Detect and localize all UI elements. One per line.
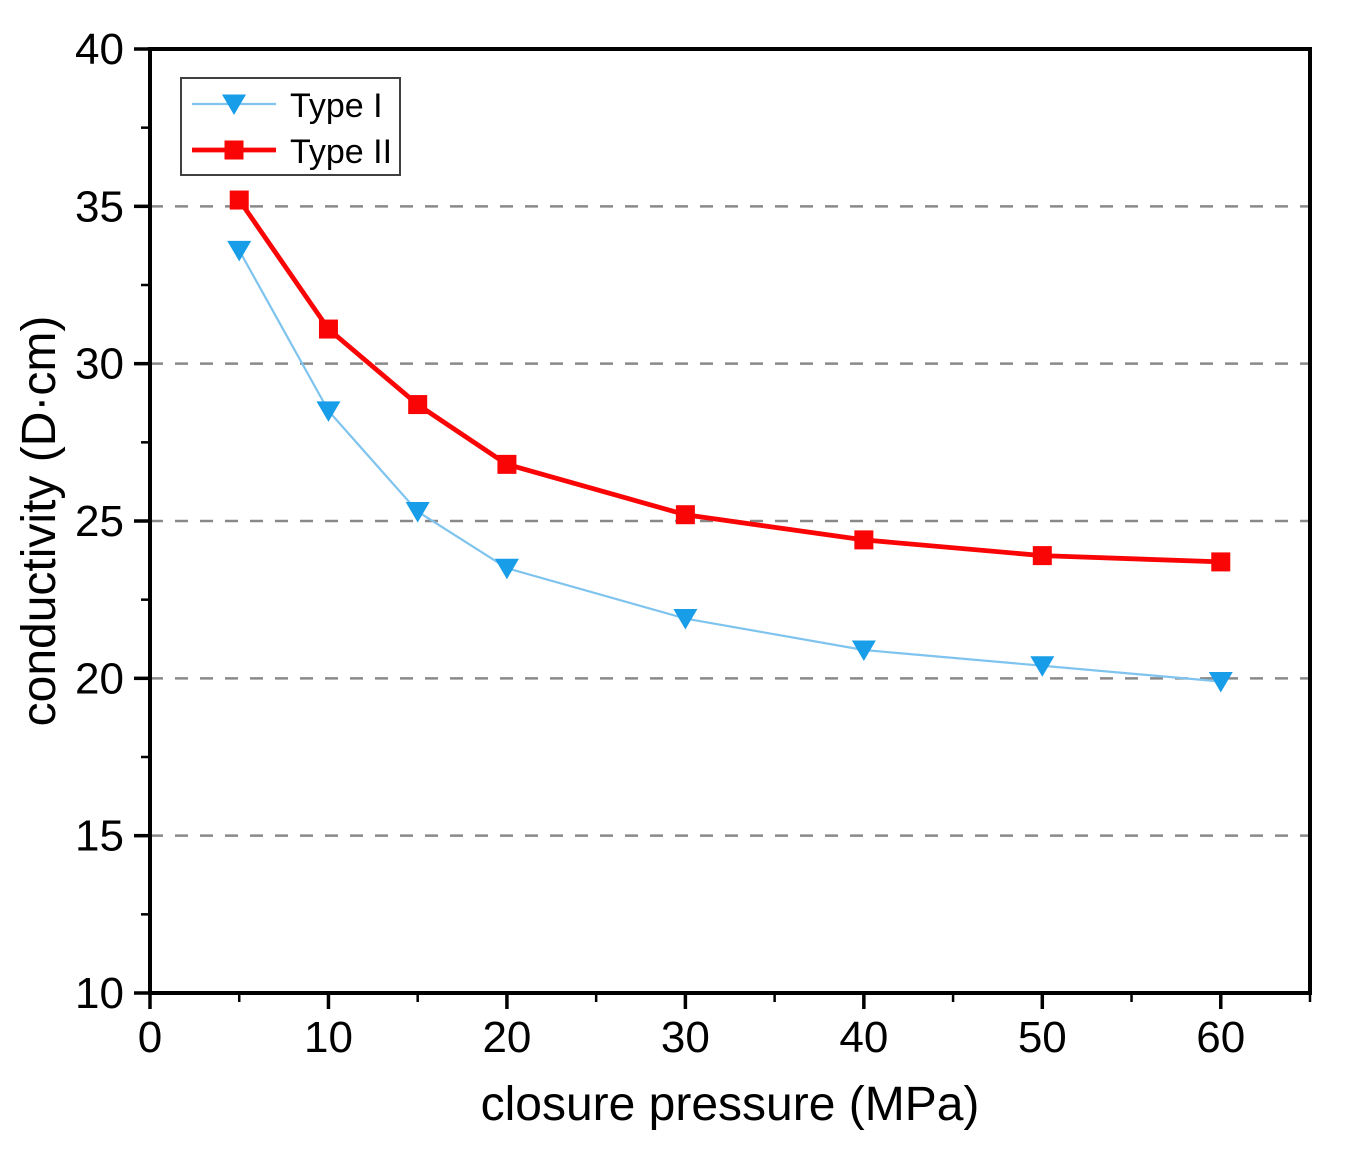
axis-ticks xyxy=(134,47,1312,1009)
legend-marker-sample-2 xyxy=(224,140,244,160)
y-tick-label-15: 15 xyxy=(75,812,124,861)
series-line-2 xyxy=(237,198,1221,565)
axis-tick-labels: 0 10 20 30 40 50 60 10 15 20 25 30 35 40 xyxy=(75,25,1245,1062)
data-point-type-ii-40 xyxy=(854,530,874,550)
legend-label-type-1: Type I xyxy=(290,87,383,125)
data-point-type-ii-50 xyxy=(1032,546,1052,566)
x-axis-label: closure pressure (MPa) xyxy=(481,1078,980,1131)
legend-box xyxy=(180,77,401,176)
data-series xyxy=(227,190,1233,693)
data-point-type-ii-30 xyxy=(675,505,695,525)
y-tick-label-20: 20 xyxy=(75,654,124,703)
data-point-type-i-60 xyxy=(1208,671,1233,693)
data-point-type-ii-10 xyxy=(318,319,338,339)
legend-samples xyxy=(192,94,276,160)
data-point-type-ii-60 xyxy=(1211,552,1231,572)
y-axis-label: conductivity (D·cm) xyxy=(13,316,66,727)
data-point-type-i-5 xyxy=(227,240,252,262)
x-tick-label-0: 0 xyxy=(138,1013,162,1062)
legend-marker-sample-1 xyxy=(222,94,246,115)
data-point-type-i-50 xyxy=(1030,656,1055,677)
series-type-i xyxy=(227,240,1233,693)
data-point-type-ii-5 xyxy=(229,190,249,210)
y-tick-label-25: 25 xyxy=(75,497,124,546)
x-tick-label-20: 20 xyxy=(482,1013,531,1062)
x-tick-label-40: 40 xyxy=(839,1013,888,1062)
y-tick-label-35: 35 xyxy=(75,182,124,231)
series-line-1 xyxy=(238,249,1221,683)
x-tick-label-30: 30 xyxy=(661,1013,710,1062)
plot-frame xyxy=(148,47,1312,995)
data-point-type-ii-15 xyxy=(408,395,428,415)
legend: Type I Type II xyxy=(180,77,401,176)
x-tick-label-50: 50 xyxy=(1018,1013,1067,1062)
data-point-type-i-20 xyxy=(494,558,519,580)
legend-label-type-2: Type II xyxy=(290,133,392,171)
series-type-ii xyxy=(229,190,1231,572)
data-point-type-i-15 xyxy=(405,502,430,523)
y-tick-label-40: 40 xyxy=(75,25,124,74)
data-point-type-ii-20 xyxy=(497,454,517,474)
y-tick-label-10: 10 xyxy=(75,969,124,1018)
data-point-type-i-10 xyxy=(316,401,341,422)
y-tick-label-30: 30 xyxy=(75,340,124,389)
x-tick-label-60: 60 xyxy=(1196,1013,1245,1062)
x-tick-label-10: 10 xyxy=(304,1013,353,1062)
data-point-type-i-30 xyxy=(673,609,698,630)
data-point-type-i-40 xyxy=(851,640,876,662)
